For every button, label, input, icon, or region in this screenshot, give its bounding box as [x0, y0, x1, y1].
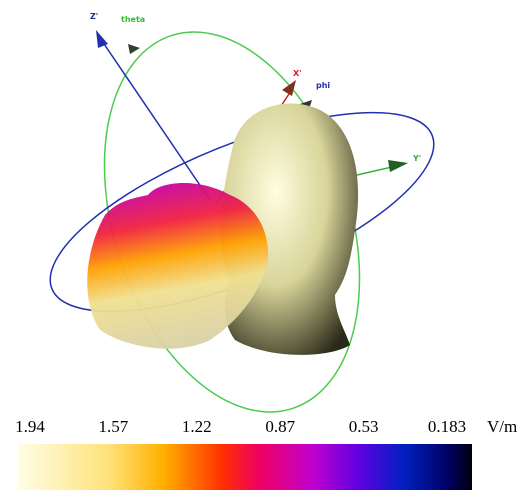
colorbar-tick-label: 0.87 — [265, 417, 295, 436]
z-axis — [100, 38, 210, 200]
y-arrow — [388, 160, 408, 172]
theta-arrow — [128, 44, 140, 54]
x-label: X' — [293, 69, 302, 78]
colorbar-tick-label: 0.53 — [349, 417, 379, 436]
colorbar-tick-label: 1.22 — [182, 417, 212, 436]
colorbar-unit: V/m — [487, 417, 517, 436]
x-arrow — [282, 80, 296, 96]
colorbar-tick-label: 0.183 — [428, 417, 466, 436]
colorbar — [18, 444, 472, 490]
z-arrow — [96, 30, 108, 48]
pattern-view — [26, 0, 457, 445]
phi-label: phi — [316, 81, 330, 90]
theta-label: theta — [121, 15, 145, 24]
scene: Z' theta X' phi Y' 1.94 1.57 1.22 0.87 0.53 0… — [0, 0, 530, 497]
z-label: Z' — [90, 12, 98, 21]
colorbar-ticks: 1.94 1.57 1.22 0.87 0.53 0.183 — [15, 417, 466, 436]
y-label: Y' — [412, 154, 421, 163]
colorbar-tick-label: 1.57 — [99, 417, 129, 436]
colorbar-tick-label: 1.94 — [15, 417, 45, 436]
page: Z' theta X' phi Y' 1.94 1.57 1.22 0.87 0.53 0… — [0, 0, 530, 497]
